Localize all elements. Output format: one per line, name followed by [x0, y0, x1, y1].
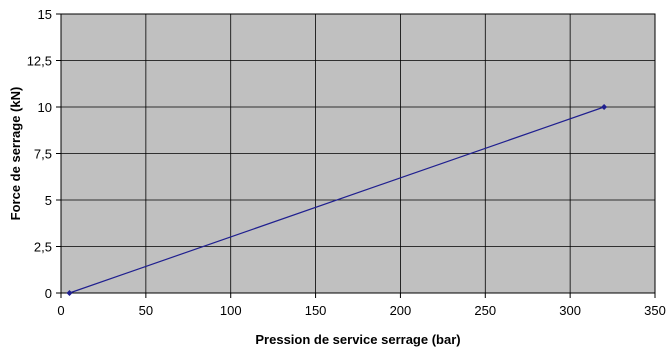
y-tick-label: 10: [38, 100, 52, 115]
x-tick-label: 350: [644, 303, 666, 318]
x-axis-label: Pression de service serrage (bar): [255, 332, 460, 347]
y-tick-label: 7,5: [34, 147, 52, 162]
x-axis-ticks: 0 50 100 150 200 250 300 350: [57, 293, 666, 318]
grid-lines: [61, 14, 655, 293]
y-tick-label: 0: [45, 286, 52, 301]
y-tick-label: 15: [38, 7, 52, 22]
y-tick-label: 2,5: [34, 240, 52, 255]
y-axis-label: Force de serrage (kN): [8, 87, 23, 221]
x-tick-label: 250: [474, 303, 496, 318]
y-axis-ticks: 0 2,5 5 7,5 10 12,5 15: [27, 7, 61, 301]
data-point: [601, 104, 608, 110]
x-tick-label: 300: [559, 303, 581, 318]
x-tick-label: 50: [139, 303, 153, 318]
x-tick-label: 200: [390, 303, 412, 318]
data-point: [66, 290, 73, 296]
x-tick-label: 0: [57, 303, 64, 318]
x-tick-label: 100: [220, 303, 242, 318]
series-line: [69, 106, 605, 294]
x-tick-label: 150: [305, 303, 327, 318]
y-tick-label: 5: [45, 193, 52, 208]
series-layer: [66, 104, 608, 296]
y-tick-label: 12,5: [27, 54, 52, 69]
